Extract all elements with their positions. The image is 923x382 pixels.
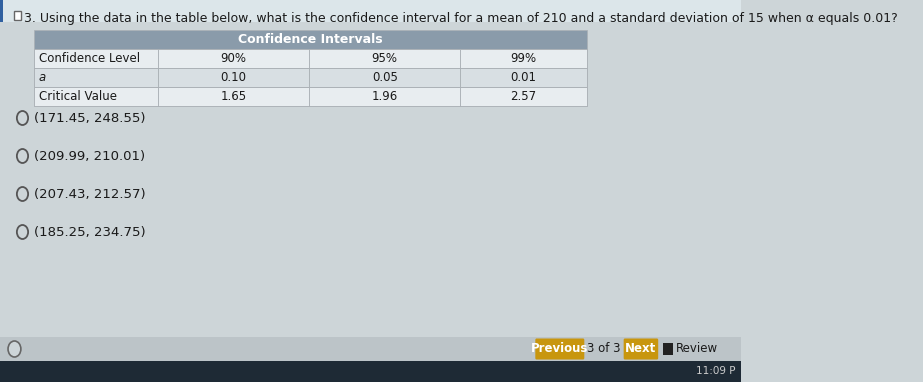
Circle shape: [17, 225, 28, 239]
Text: Previous: Previous: [531, 343, 589, 356]
Text: Next: Next: [625, 343, 656, 356]
Text: (185.25, 234.75): (185.25, 234.75): [34, 225, 145, 238]
Bar: [34, 87, 158, 106]
Circle shape: [17, 187, 28, 201]
Text: 2.57: 2.57: [510, 90, 537, 103]
Bar: [461, 87, 587, 106]
Bar: [34, 49, 587, 68]
Text: 0.01: 0.01: [510, 71, 536, 84]
Text: Review: Review: [677, 343, 718, 356]
Text: 0.05: 0.05: [372, 71, 398, 84]
Bar: [0, 0, 3, 22]
Bar: [158, 87, 309, 106]
Text: 1.65: 1.65: [221, 90, 246, 103]
FancyBboxPatch shape: [14, 11, 21, 20]
Bar: [34, 68, 587, 87]
Bar: [309, 49, 461, 68]
Text: 90%: 90%: [221, 52, 246, 65]
Circle shape: [17, 149, 28, 163]
Text: 11:09 P: 11:09 P: [696, 366, 736, 377]
Text: Confidence Level: Confidence Level: [39, 52, 139, 65]
Circle shape: [17, 111, 28, 125]
Text: 99%: 99%: [510, 52, 537, 65]
FancyBboxPatch shape: [535, 338, 584, 359]
Bar: [0, 361, 741, 382]
Text: (209.99, 210.01): (209.99, 210.01): [34, 149, 145, 162]
Circle shape: [8, 341, 21, 357]
Bar: [461, 49, 587, 68]
Bar: [309, 87, 461, 106]
Bar: [34, 68, 158, 87]
Text: a: a: [39, 71, 46, 84]
Bar: [158, 68, 309, 87]
Bar: [158, 49, 309, 68]
Text: 1.96: 1.96: [372, 90, 398, 103]
Text: 0.10: 0.10: [221, 71, 246, 84]
Text: Critical Value: Critical Value: [39, 90, 116, 103]
Text: 3 of 3: 3 of 3: [587, 343, 621, 356]
Bar: [0, 337, 741, 361]
Bar: [34, 30, 587, 49]
Text: (207.43, 212.57): (207.43, 212.57): [34, 188, 145, 201]
FancyBboxPatch shape: [624, 338, 658, 359]
Bar: [664, 343, 673, 355]
Text: 3. Using the data in the table below, what is the confidence interval for a mean: 3. Using the data in the table below, wh…: [24, 12, 898, 25]
Bar: [34, 87, 587, 106]
Bar: [34, 49, 158, 68]
Text: (171.45, 248.55): (171.45, 248.55): [34, 112, 145, 125]
Bar: [309, 68, 461, 87]
Text: Confidence Intervals: Confidence Intervals: [238, 33, 383, 46]
Bar: [461, 68, 587, 87]
Bar: [0, 0, 741, 22]
Text: 95%: 95%: [372, 52, 398, 65]
